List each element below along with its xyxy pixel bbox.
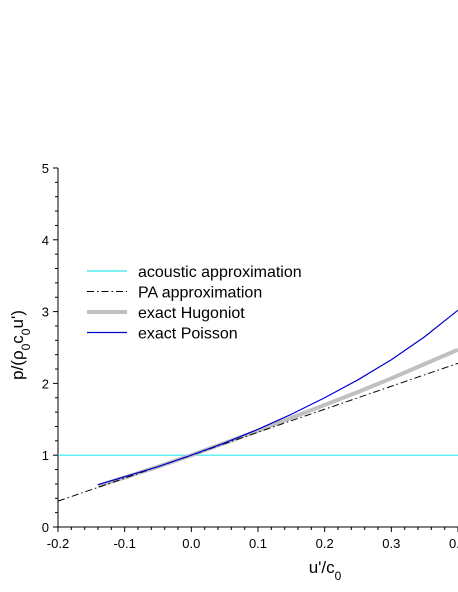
subscript: 0 <box>19 343 33 350</box>
x-tick-label: -0.2 <box>47 536 69 551</box>
legend-label: PA approximation <box>138 285 262 302</box>
label-part: c <box>8 335 27 344</box>
x-tick-label: 0.3 <box>382 536 400 551</box>
axes: -0.2 -0.1 0.0 0.1 0.2 0.3 0.4 0 1 2 3 4 5 <box>42 161 458 551</box>
series-layer <box>58 309 458 502</box>
x-axis-label: u'/c0 <box>309 558 342 583</box>
y-tick-label: 2 <box>42 376 49 391</box>
x-tick-label: -0.1 <box>113 536 135 551</box>
y-tick-label: 3 <box>42 305 49 320</box>
subscript: 0 <box>19 328 33 335</box>
y-axis-label: p/(ρ0c0u') <box>8 310 33 380</box>
label-part: p/(ρ <box>8 350 27 380</box>
legend-label: exact Hugoniot <box>138 305 245 322</box>
y-tick-label: 0 <box>42 520 49 535</box>
y-tick-label: 4 <box>42 233 49 248</box>
x-tick-label: 0.4 <box>449 536 458 551</box>
subscript: 0 <box>335 569 342 583</box>
label-part: u'/c <box>309 558 335 577</box>
x-tick-label: 0.1 <box>249 536 267 551</box>
x-tick-label: 0.0 <box>182 536 200 551</box>
y-tick-label: 5 <box>42 161 49 176</box>
legend: acoustic approximation PA approximation ex… <box>87 264 302 343</box>
label-part: u') <box>8 310 27 328</box>
series-line-exact-hugoniot <box>97 347 458 488</box>
series-line-pa-approximation <box>58 362 458 502</box>
legend-label: exact Poisson <box>138 326 238 343</box>
x-tick-label: 0.2 <box>316 536 334 551</box>
y-tick-label: 1 <box>42 448 49 463</box>
legend-label: acoustic approximation <box>138 264 302 281</box>
series-line-exact-poisson <box>97 309 458 486</box>
